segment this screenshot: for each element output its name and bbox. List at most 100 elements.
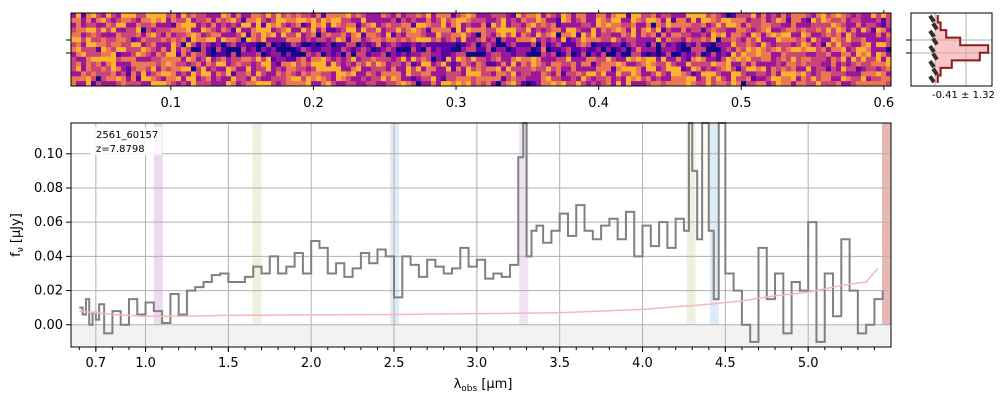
heatmap-cell — [91, 66, 97, 72]
heatmap-cell — [281, 56, 287, 62]
heatmap-cell — [146, 22, 152, 28]
heatmap-cell — [741, 76, 747, 82]
heatmap-cell — [226, 47, 232, 53]
heatmap-cell — [286, 56, 292, 62]
heatmap-cell — [821, 51, 827, 58]
heatmap-cell — [771, 61, 777, 67]
heatmap-cell — [91, 13, 97, 19]
heatmap-cell — [86, 37, 92, 43]
heatmap-cell — [556, 71, 562, 77]
heatmap-cell — [846, 76, 852, 82]
heatmap-cell — [636, 66, 642, 72]
heatmap-cell — [121, 27, 127, 33]
heatmap-cell — [796, 22, 802, 28]
heatmap-cell — [661, 22, 667, 28]
heatmap-cell — [551, 32, 557, 38]
heatmap-cell — [661, 37, 667, 43]
heatmap-cell — [586, 37, 592, 43]
heatmap-cell — [851, 71, 857, 77]
heatmap-cell — [216, 22, 222, 28]
heatmap-cell — [686, 81, 692, 87]
heatmap-cell — [766, 66, 772, 72]
heatmap-cell — [311, 22, 317, 28]
heatmap-cell — [246, 61, 252, 67]
heatmap-cell — [246, 13, 252, 19]
heatmap-cell — [846, 22, 852, 28]
heatmap-cell — [451, 61, 457, 67]
heatmap-cell — [421, 56, 427, 62]
heatmap-cell — [211, 56, 217, 62]
heatmap-cell — [781, 17, 787, 24]
heatmap-cell — [511, 81, 517, 87]
heatmap-cell — [696, 66, 702, 72]
heatmap-cell — [466, 47, 472, 53]
heatmap-cell — [576, 47, 582, 53]
heatmap-cell — [496, 81, 502, 87]
heatmap-cell — [181, 56, 187, 62]
heatmap-cell — [496, 71, 502, 77]
heatmap-cell — [801, 61, 807, 67]
heatmap-cell — [701, 17, 707, 24]
heatmap-cell — [581, 17, 587, 24]
heatmap-cell — [426, 56, 432, 62]
heatmap-cell — [306, 56, 312, 62]
heatmap-cell — [246, 81, 252, 87]
heatmap-cell — [511, 61, 517, 67]
heatmap-cell — [536, 56, 542, 62]
heatmap-cell — [206, 66, 212, 72]
heatmap-cell — [426, 27, 432, 33]
heatmap-cell — [676, 17, 682, 24]
heatmap-cell — [186, 27, 192, 33]
heatmap-cell — [811, 27, 817, 33]
heatmap-cell — [191, 61, 197, 67]
heatmap-cell — [271, 13, 277, 19]
heatmap-cell — [476, 13, 482, 19]
heatmap-cell — [136, 32, 142, 38]
heatmap-cell — [441, 42, 447, 48]
heatmap-cell — [446, 13, 452, 19]
heatmap-cell — [241, 37, 247, 43]
heatmap-cell — [121, 22, 127, 28]
heatmap-cell — [251, 56, 257, 62]
heatmap-cell — [496, 47, 502, 53]
heatmap-cell — [146, 17, 152, 24]
heatmap-cell — [461, 61, 467, 67]
heatmap-cell — [176, 71, 182, 77]
heatmap-cell — [816, 56, 822, 62]
heatmap-cell — [806, 17, 812, 24]
heatmap-cell — [826, 32, 832, 38]
heatmap-cell — [521, 37, 527, 43]
heatmap-cell — [376, 47, 382, 53]
heatmap-cell — [261, 22, 267, 28]
heatmap-cell — [681, 56, 687, 62]
heatmap-cell — [106, 13, 112, 19]
heatmap-cell — [96, 37, 102, 43]
heatmap-cell — [511, 27, 517, 33]
heatmap-cell — [221, 32, 227, 38]
heatmap-cell — [686, 42, 692, 48]
heatmap-cell — [126, 51, 132, 58]
heatmap-cell — [166, 56, 172, 62]
heatmap-cell — [86, 51, 92, 58]
heatmap-cell — [256, 47, 262, 53]
heatmap-cell — [556, 13, 562, 19]
heatmap-cell — [451, 13, 457, 19]
heatmap-cell — [316, 37, 322, 43]
heatmap-cell — [131, 56, 137, 62]
heatmap-cell — [886, 66, 892, 72]
heatmap-cell — [76, 81, 82, 87]
heatmap-cell — [671, 66, 677, 72]
heatmap-cell — [551, 17, 557, 24]
heatmap-cell — [506, 22, 512, 28]
heatmap-cell — [686, 13, 692, 19]
heatmap-cell — [706, 13, 712, 19]
heatmap-cell — [401, 61, 407, 67]
heatmap-cell — [491, 66, 497, 72]
heatmap-cell — [536, 27, 542, 33]
heatmap-cell — [641, 66, 647, 72]
heatmap-cell — [681, 32, 687, 38]
heatmap-cell — [406, 76, 412, 82]
heatmap-cell — [111, 66, 117, 72]
heatmap-cell — [876, 56, 882, 62]
heatmap-cell — [871, 47, 877, 53]
